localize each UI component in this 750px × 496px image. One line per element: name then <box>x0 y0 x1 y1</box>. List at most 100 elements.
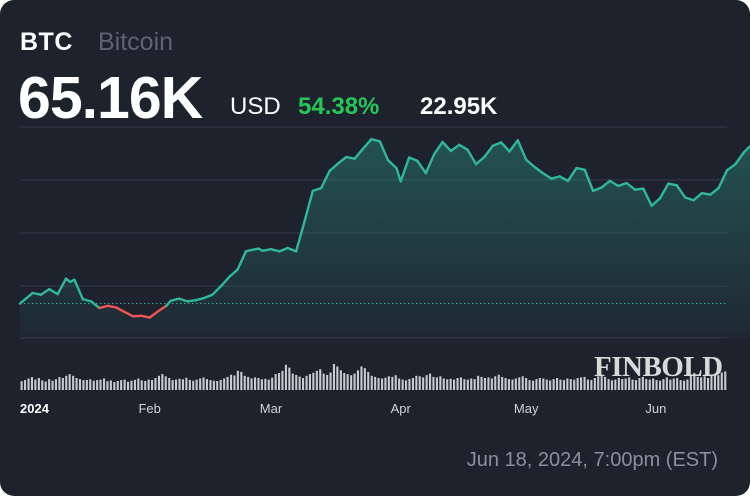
volume-bar <box>233 375 236 390</box>
volume-bar <box>130 380 133 390</box>
price-segment <box>202 293 214 300</box>
volume-bar <box>205 379 208 390</box>
volume-bar <box>621 379 624 390</box>
price-segment <box>508 139 519 153</box>
volume-bar <box>127 381 130 390</box>
volume-bar <box>590 380 593 390</box>
volume-bar <box>514 378 517 390</box>
volume-bar <box>600 374 603 390</box>
volume-bar <box>652 378 655 390</box>
change-percent: 54.38% <box>298 93 380 120</box>
volume-bar <box>411 378 414 390</box>
volume-bar <box>381 378 384 390</box>
volume-bar <box>363 368 366 390</box>
volume-bar <box>154 378 157 390</box>
volume-bar <box>525 378 528 390</box>
volume-bar <box>655 380 658 390</box>
price-segment <box>725 162 737 172</box>
volume-bar <box>284 364 287 390</box>
volume-bar <box>483 378 486 390</box>
x-tick-label: Jun <box>645 401 666 416</box>
volume-bar <box>133 379 136 390</box>
volume-bar <box>617 378 620 390</box>
price-segment <box>617 181 628 188</box>
price-segment <box>89 300 101 310</box>
volume-bar <box>264 378 267 390</box>
price-segment <box>227 268 239 279</box>
volume-bar <box>58 377 61 390</box>
price-segment <box>516 139 528 162</box>
volume-bar <box>473 379 476 390</box>
price-segment <box>106 304 118 309</box>
volume-bar <box>439 376 442 390</box>
price-currency: USD <box>230 93 281 120</box>
volume-bar <box>408 379 411 390</box>
volume-bar <box>216 381 219 390</box>
volume-bar <box>164 376 167 390</box>
volume-bar <box>288 367 291 390</box>
volume-bar <box>44 381 47 390</box>
volume-bar <box>453 379 456 390</box>
volume-bar <box>329 372 332 390</box>
price-segment <box>278 246 289 253</box>
price-segment <box>261 247 273 253</box>
volume-bar <box>583 376 586 390</box>
volume-bar <box>624 378 627 390</box>
price-segment <box>416 159 427 175</box>
volume-bar <box>604 376 607 390</box>
volume-bar <box>556 378 559 390</box>
volume-bar <box>470 378 473 390</box>
volume-bar <box>350 375 353 390</box>
volume-bar <box>240 371 243 390</box>
volume-bar <box>75 378 78 390</box>
volume-bar <box>243 375 246 390</box>
volume-bar <box>305 375 308 390</box>
volume-bar <box>459 377 462 390</box>
volume-bar <box>298 376 301 390</box>
volume-bar <box>103 378 106 390</box>
volume-bar <box>662 379 665 390</box>
volume-bar <box>65 375 68 390</box>
volume-bar <box>68 374 71 390</box>
x-tick-label: 2024 <box>20 401 50 416</box>
price-segment <box>625 181 637 191</box>
price-line <box>18 137 750 319</box>
area-fill <box>20 139 750 338</box>
volume-bar <box>672 378 675 390</box>
price-segment <box>717 169 729 190</box>
volume-bar <box>92 380 95 390</box>
volume-bar <box>648 379 651 390</box>
volume-bar <box>391 376 394 390</box>
volume-bar <box>442 378 445 390</box>
price-segment <box>345 155 356 160</box>
volume-bar <box>267 379 270 390</box>
volume-bar <box>700 377 703 390</box>
volume-bar <box>181 379 184 390</box>
volume-bar <box>710 375 713 390</box>
volume-bar <box>89 379 92 390</box>
price-segment <box>399 156 411 183</box>
volume-bar <box>631 379 634 390</box>
volume-bar <box>54 379 57 390</box>
volume-bar <box>27 378 30 390</box>
volume-bar <box>463 379 466 390</box>
volume-bar <box>686 379 689 390</box>
volume-bar <box>188 379 191 390</box>
volume-bar <box>157 375 160 390</box>
price-segment <box>566 166 578 183</box>
volume-bar <box>669 379 672 390</box>
price-segment <box>734 151 745 166</box>
volume-bar <box>638 378 641 390</box>
volume-bar <box>34 379 37 390</box>
price-segment <box>18 291 34 305</box>
volume-bar <box>535 379 538 390</box>
volume-bar <box>336 366 339 390</box>
volume-bar <box>161 374 164 390</box>
volume-bar <box>315 370 318 390</box>
price-segment <box>386 159 398 170</box>
volume-bar <box>542 378 545 390</box>
volume-bar <box>113 382 116 390</box>
volume-bar <box>501 376 504 390</box>
price-segment <box>575 166 586 172</box>
volume-bar <box>497 374 500 390</box>
